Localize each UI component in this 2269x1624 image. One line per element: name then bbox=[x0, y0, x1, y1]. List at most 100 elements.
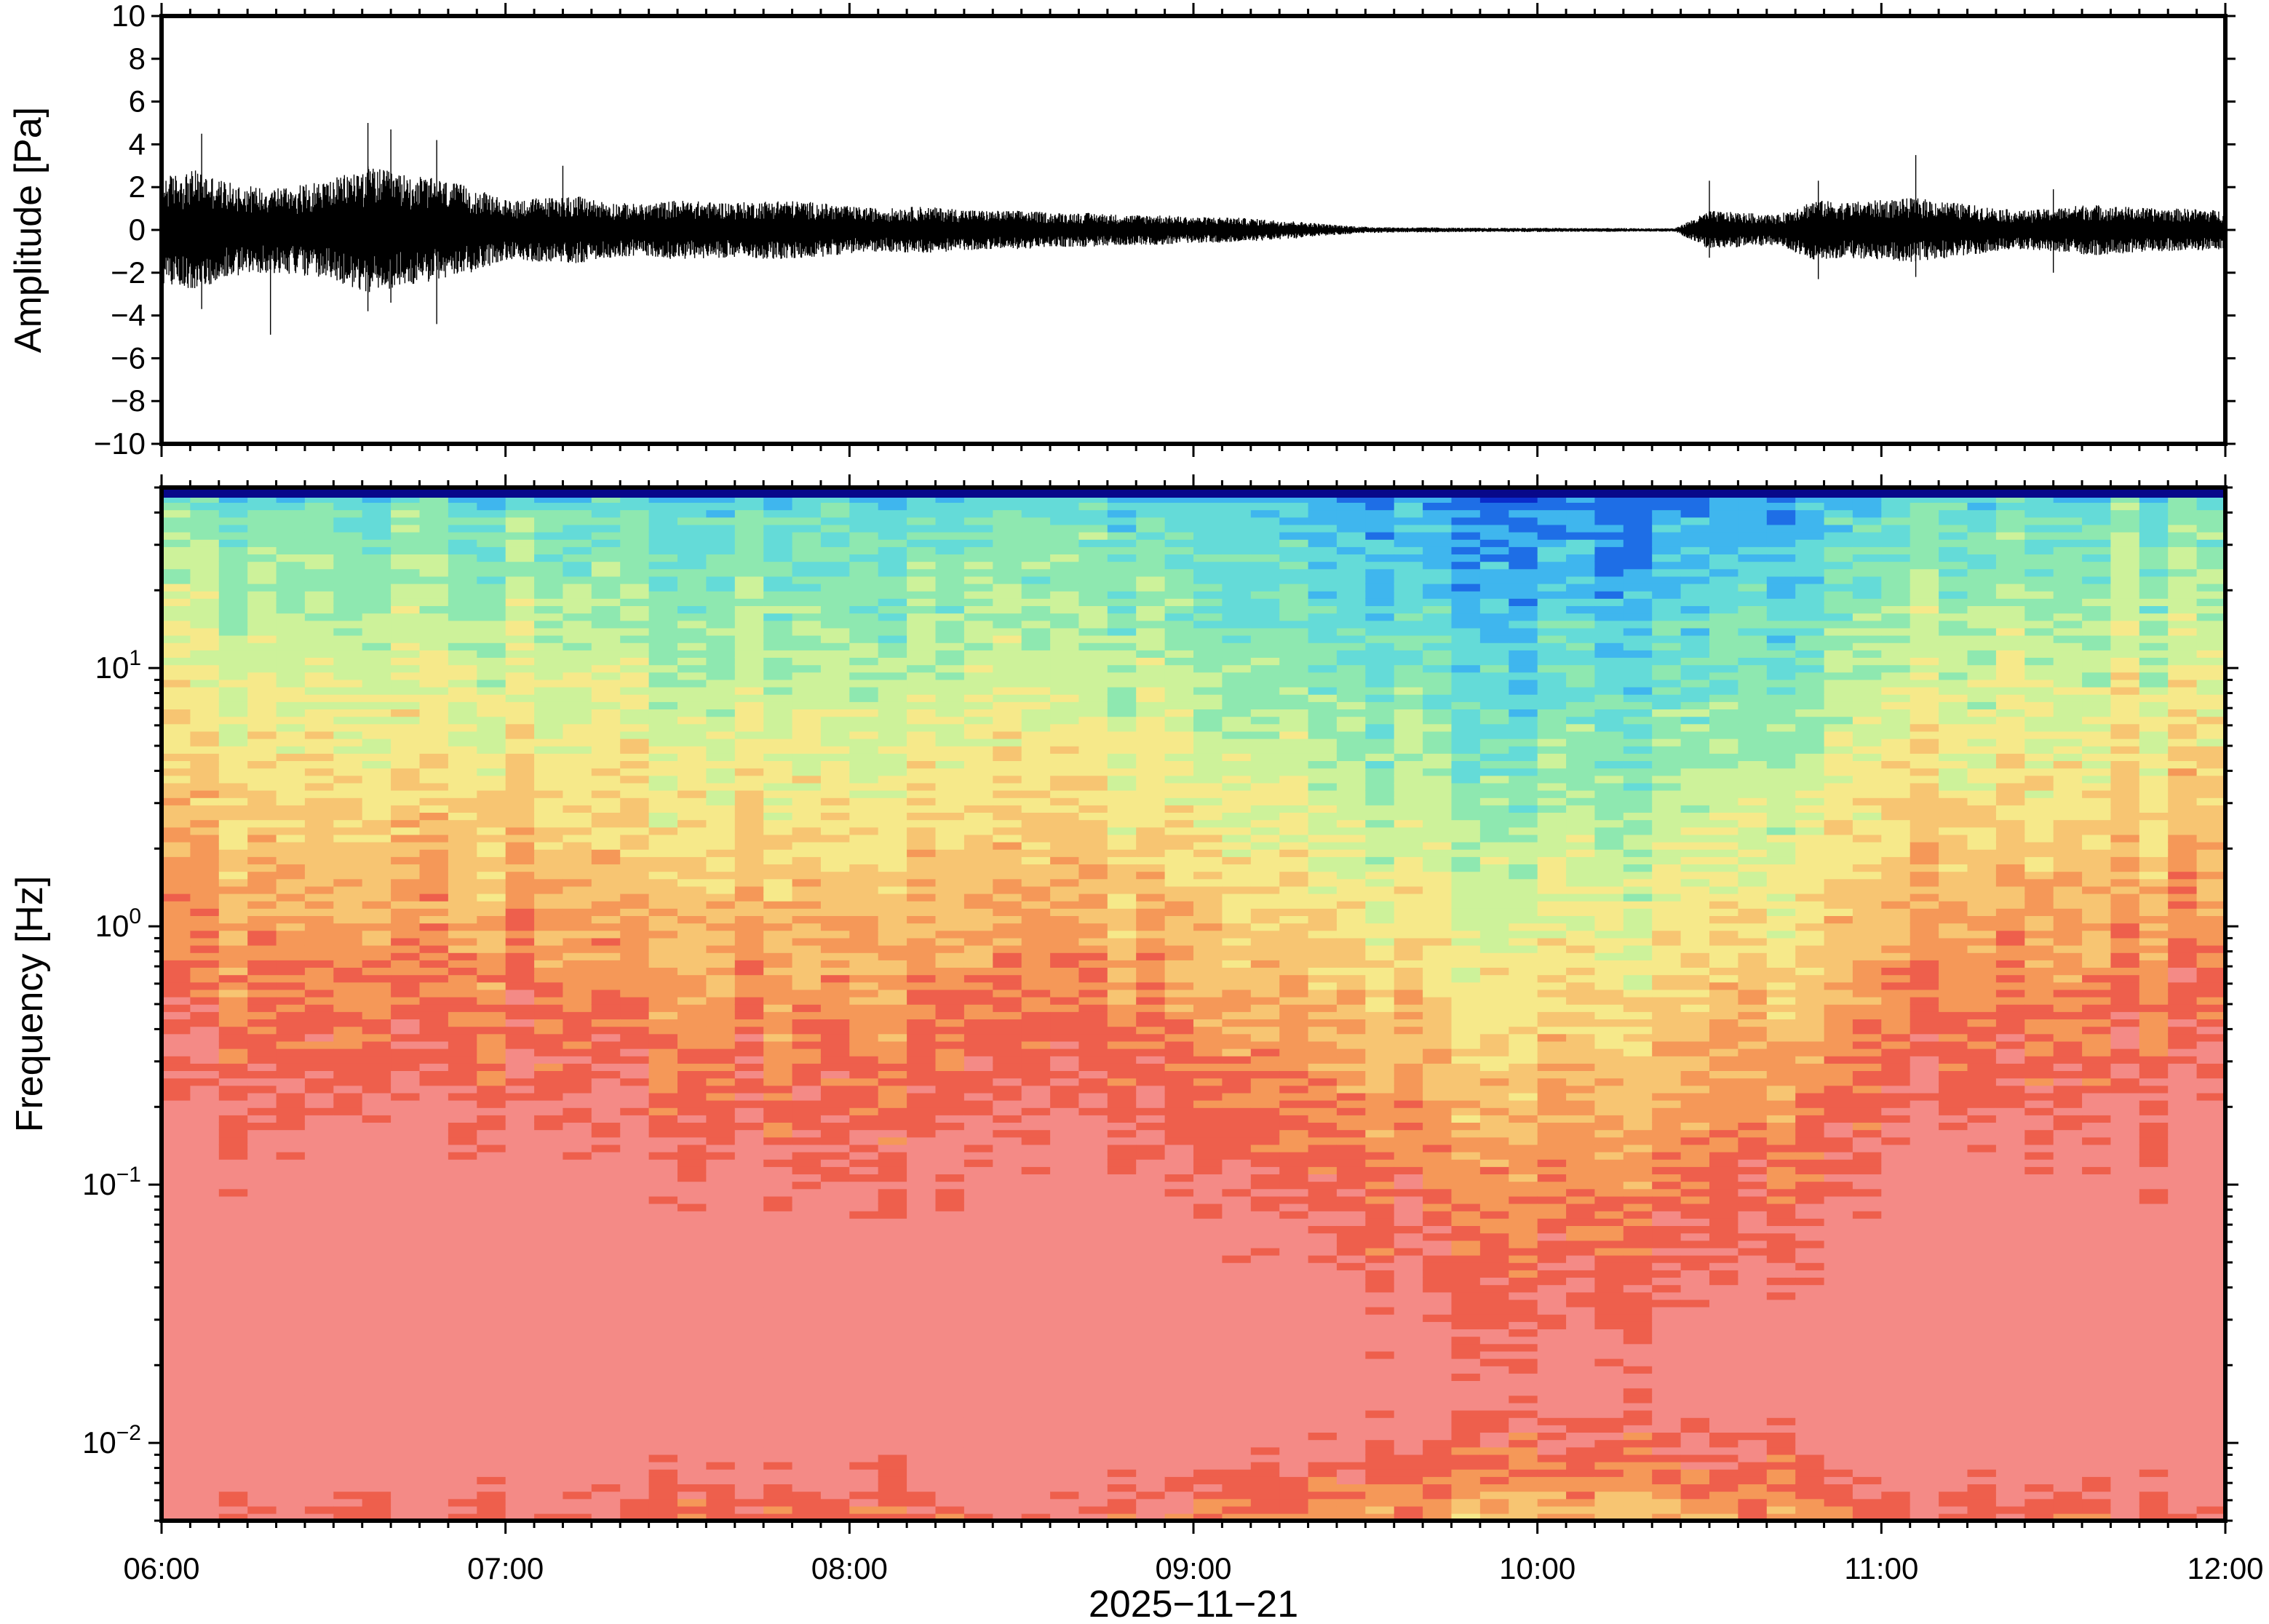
spectrogram-cell bbox=[276, 1513, 306, 1521]
spectrogram-cell bbox=[677, 782, 707, 791]
spectrogram-cell bbox=[591, 982, 621, 990]
spectrogram-cell bbox=[849, 1211, 879, 1219]
spectrogram-cell bbox=[963, 1373, 994, 1381]
spectrogram-cell bbox=[935, 1262, 965, 1270]
spectrogram-cell bbox=[734, 856, 764, 864]
spectrogram-cell bbox=[849, 1306, 879, 1315]
spectrogram-cell bbox=[792, 701, 822, 709]
spectrogram-cell bbox=[362, 1446, 392, 1455]
spectrogram-cell bbox=[304, 731, 335, 739]
spectrogram-cell bbox=[620, 650, 650, 658]
spectrogram-cell bbox=[162, 709, 191, 717]
spectrogram-cell bbox=[677, 1425, 707, 1433]
spectrogram-cell bbox=[648, 1085, 678, 1094]
spectrogram-cell bbox=[162, 1513, 191, 1521]
spectrogram-cell bbox=[935, 1070, 965, 1079]
spectrogram-cell bbox=[1136, 1233, 1166, 1241]
spectrogram-cell bbox=[907, 1174, 937, 1182]
spectrogram-cell bbox=[648, 642, 678, 650]
spectrogram-cell bbox=[907, 915, 937, 924]
spectrogram-cell bbox=[993, 620, 1022, 629]
spectrogram-cell bbox=[333, 650, 363, 658]
spectrogram-cell bbox=[734, 731, 764, 739]
spectrogram-cell bbox=[1050, 1019, 1080, 1027]
spectrogram-cell bbox=[391, 672, 421, 680]
spectrogram-cell bbox=[706, 1218, 736, 1226]
spectrogram-cell bbox=[247, 1402, 277, 1411]
spectrogram-cell bbox=[247, 982, 277, 990]
spectrogram-cell bbox=[534, 1299, 564, 1307]
spectrogram-cell bbox=[820, 1085, 851, 1094]
spectrogram-cell bbox=[763, 738, 793, 747]
spectrogram-cell bbox=[591, 775, 621, 784]
spectrogram-cell bbox=[419, 1137, 449, 1145]
spectrogram-cell bbox=[162, 944, 191, 953]
spectrogram-cell bbox=[1050, 1174, 1080, 1182]
spectrogram-cell bbox=[190, 576, 220, 584]
spectrogram-cell bbox=[935, 893, 965, 901]
spectrogram-cell bbox=[677, 1439, 707, 1448]
spectrogram-cell bbox=[1050, 1402, 1080, 1411]
spectrogram-cell bbox=[591, 1358, 621, 1366]
spectrogram-cell bbox=[993, 1409, 1022, 1418]
spectrogram-cell bbox=[1078, 768, 1108, 776]
spectrogram-cell bbox=[391, 1432, 421, 1441]
spectrogram-cell bbox=[935, 731, 965, 739]
spectrogram-cell bbox=[333, 1056, 363, 1064]
spectrogram-cell bbox=[763, 812, 793, 821]
spectrogram-cell bbox=[448, 1048, 478, 1056]
spectrogram-cell bbox=[162, 1366, 191, 1374]
spectrogram-cell bbox=[448, 901, 478, 909]
spectrogram-cell bbox=[276, 974, 306, 983]
spectrogram-cell bbox=[391, 1174, 421, 1182]
spectrogram-cell bbox=[190, 1011, 220, 1019]
spectrogram-cell bbox=[849, 1254, 879, 1263]
spectrogram-cell bbox=[190, 1056, 220, 1064]
spectrogram-cell bbox=[935, 517, 965, 525]
spectrogram-cell bbox=[190, 1099, 220, 1108]
spectrogram-cell bbox=[391, 1380, 421, 1389]
spectrogram-cell bbox=[792, 1498, 822, 1507]
spectrogram-cell bbox=[276, 1262, 306, 1270]
spectrogram-cell bbox=[1021, 1373, 1051, 1381]
spectrogram-cell bbox=[1021, 657, 1051, 666]
spectrogram-cell bbox=[190, 1417, 220, 1425]
spectrogram-cell bbox=[333, 1306, 363, 1315]
spectrogram-cell bbox=[563, 1195, 592, 1204]
spectrogram-cell bbox=[935, 509, 965, 518]
spectrogram-cell bbox=[505, 797, 535, 805]
spectrogram-cell bbox=[1050, 1240, 1080, 1249]
spectrogram-cell bbox=[477, 709, 506, 717]
spectrogram-cell bbox=[591, 591, 621, 599]
spectrogram-cell bbox=[276, 1159, 306, 1167]
spectrogram-cell bbox=[792, 1409, 822, 1418]
spectrogram-cell bbox=[391, 974, 421, 983]
spectrogram-cell bbox=[419, 841, 449, 850]
spectrogram-cell bbox=[820, 775, 851, 784]
spectrogram-cell bbox=[648, 893, 678, 901]
spectrogram-cell bbox=[190, 1505, 220, 1514]
spectrogram-cell bbox=[276, 576, 306, 584]
spectrogram-cell bbox=[391, 1505, 421, 1514]
spectrogram-cell bbox=[477, 495, 506, 503]
spectrogram-cell bbox=[563, 554, 592, 562]
spectrogram-cell bbox=[993, 1343, 1022, 1352]
spectrogram-cell bbox=[1107, 1476, 1137, 1484]
spectrogram-cell bbox=[620, 1240, 650, 1249]
spectrogram-cell bbox=[448, 760, 478, 769]
spectrogram-cell bbox=[706, 1277, 736, 1286]
spectrogram-cell bbox=[448, 524, 478, 533]
spectrogram-cell bbox=[362, 1166, 392, 1174]
spectrogram-cell bbox=[563, 1432, 592, 1441]
spectrogram-cell bbox=[563, 1358, 592, 1366]
spectrogram-cell bbox=[477, 834, 506, 843]
spectrogram-cell bbox=[505, 686, 535, 695]
spectrogram-cell bbox=[820, 1056, 851, 1064]
spectrogram-cell bbox=[763, 908, 793, 916]
spectrogram-cell bbox=[620, 819, 650, 828]
spectrogram-cell bbox=[276, 539, 306, 547]
spectrogram-cell bbox=[591, 827, 621, 835]
spectrogram-cell bbox=[734, 1284, 764, 1293]
spectrogram-cell bbox=[448, 1277, 478, 1286]
spectrogram-cell bbox=[218, 1247, 248, 1256]
